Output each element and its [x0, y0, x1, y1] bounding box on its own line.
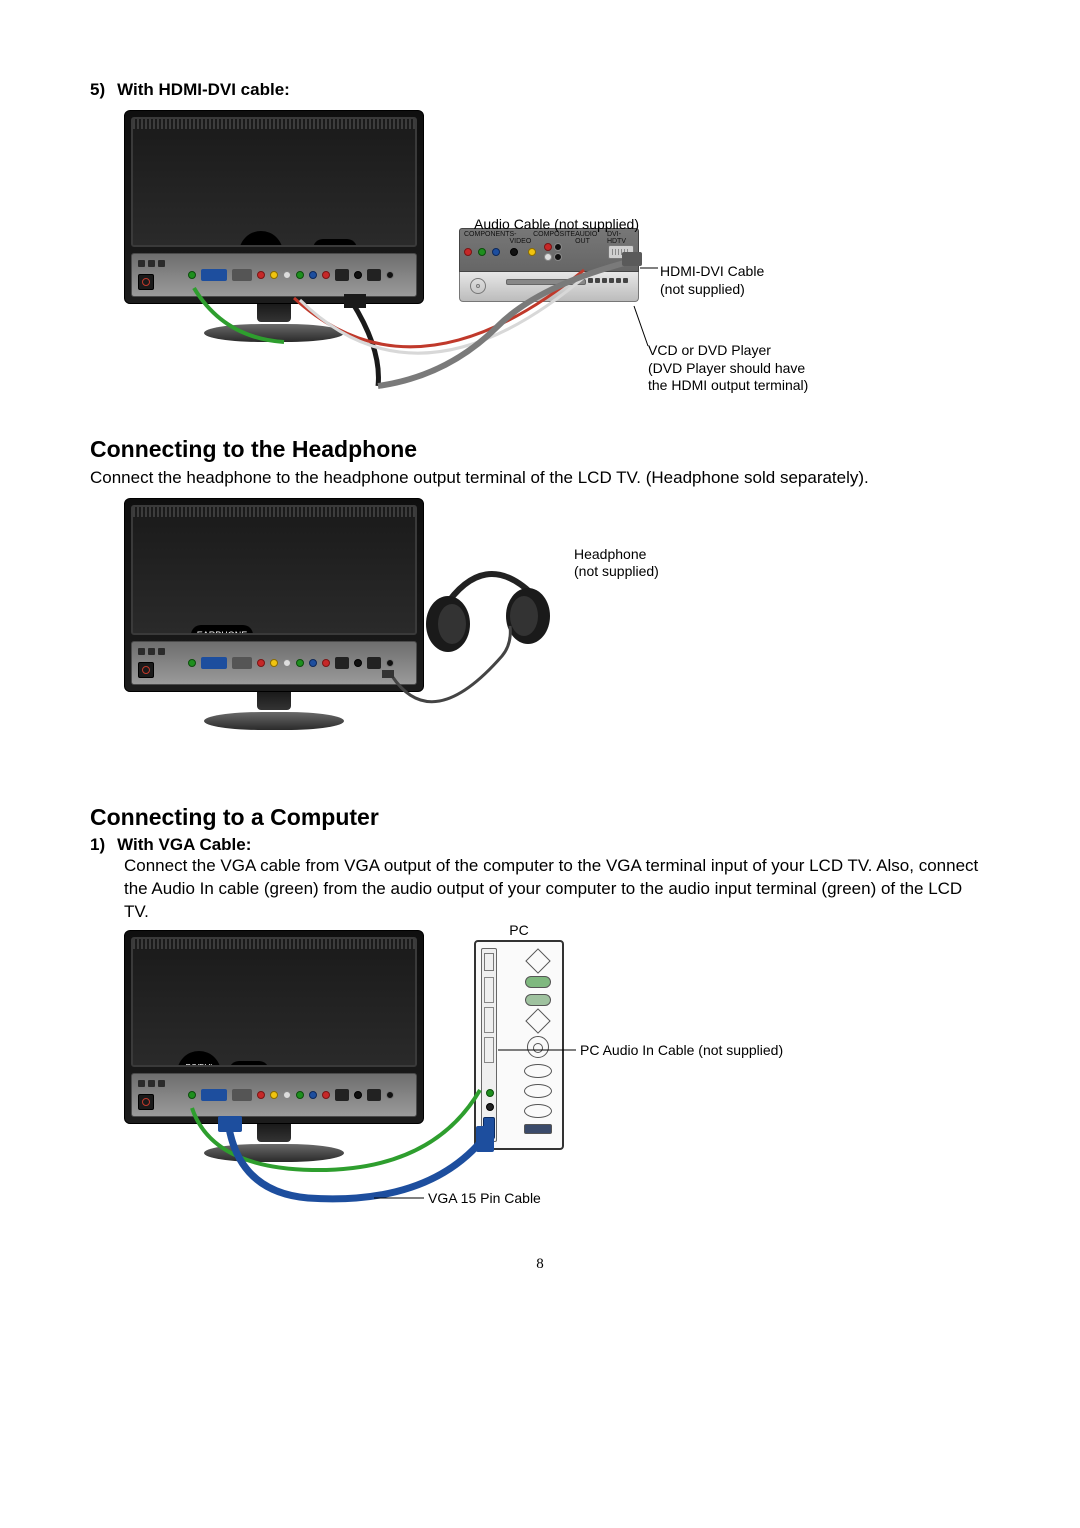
power-icon [138, 662, 154, 678]
dvd-player: COMPONENT S-VIDEO COMPOSITE AUDIO OUT DV… [459, 228, 639, 302]
pc-logo-icon [525, 948, 550, 973]
badge-hdmi: HDMI [313, 239, 357, 247]
section-5-number: 5) [90, 80, 105, 100]
diagram-vga: PC/DVI AUDIO IN VGA [124, 930, 990, 1230]
callout-headphone: Headphone (not supplied) [574, 546, 659, 581]
section-5-title: With HDMI-DVI cable: [117, 80, 290, 100]
sub-title-vga: With VGA Cable: [117, 835, 251, 855]
vga-port-icon [201, 269, 227, 281]
pc-speaker-icon [524, 1124, 552, 1134]
heading-computer: Connecting to a Computer [90, 804, 990, 831]
pc-tower: PC [474, 922, 564, 1150]
tv-back-panel [131, 253, 417, 297]
power-icon [138, 1094, 154, 1110]
disc-drive-icon [527, 1036, 549, 1058]
vga-port-icon [201, 1089, 227, 1101]
sub-number-vga: 1) [90, 835, 105, 855]
disc-icon [470, 278, 486, 294]
badge-earphone: EARPHONE [191, 625, 253, 635]
badge-vga: VGA [229, 1061, 269, 1067]
heading-headphone: Connecting to the Headphone [90, 436, 990, 463]
callout-dvd-player: VCD or DVD Player (DVD Player should hav… [648, 342, 808, 395]
callout-hdmi-cable: HDMI-DVI Cable (not supplied) [660, 263, 764, 298]
page-number: 8 [90, 1256, 990, 1273]
pc-label: PC [474, 922, 564, 938]
headphone-jack-icon [386, 659, 394, 667]
callout-vga-cable: VGA 15 Pin Cable [428, 1190, 541, 1208]
audio-in-jack-icon [188, 271, 196, 279]
diagram-headphone: EARPHONE [124, 498, 990, 778]
power-icon [138, 274, 154, 290]
badge-audio-in-2: PC/DVI AUDIO IN [177, 1051, 221, 1067]
pc-vga-port-icon [483, 1117, 495, 1139]
body-vga: Connect the VGA cable from VGA output of… [124, 855, 990, 924]
body-headphone: Connect the headphone to the headphone o… [90, 467, 990, 490]
headphone-icon [424, 558, 564, 688]
diagram-hdmi: PC/DVI AUDIO IN HDMI [124, 110, 990, 410]
pc-audio-out-icon [486, 1089, 494, 1097]
pc-audio-in-jack-icon [188, 1091, 196, 1099]
dvi-port-icon [608, 245, 634, 259]
hdmi-port-icon [232, 269, 252, 281]
callout-pc-audio: PC Audio In Cable (not supplied) [580, 1042, 783, 1060]
badge-audio-in: PC/DVI AUDIO IN [239, 231, 283, 247]
section-5-header: 5) With HDMI-DVI cable: [90, 80, 990, 100]
callout-audio-cable: Audio Cable (not supplied) [474, 216, 639, 234]
